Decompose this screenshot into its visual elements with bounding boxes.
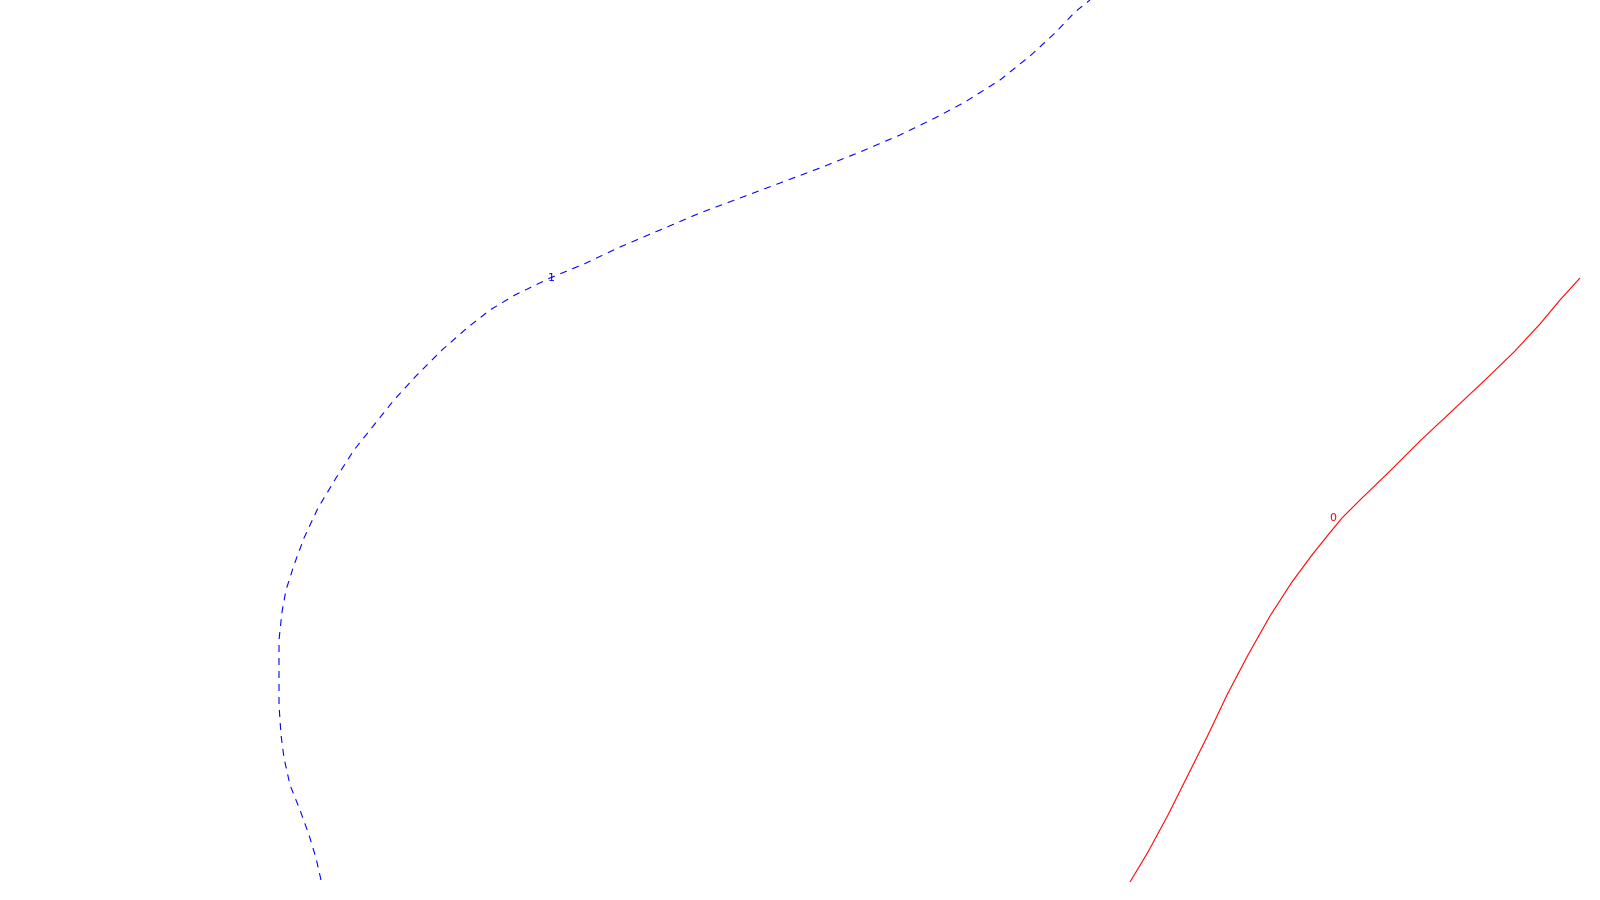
- contour-line-red-solid: [1129, 277, 1581, 883]
- contour-label-red: 0: [1330, 511, 1337, 524]
- contour-line-blue-dashed: [278, 0, 1091, 881]
- contour-label-blue: 1: [548, 271, 555, 284]
